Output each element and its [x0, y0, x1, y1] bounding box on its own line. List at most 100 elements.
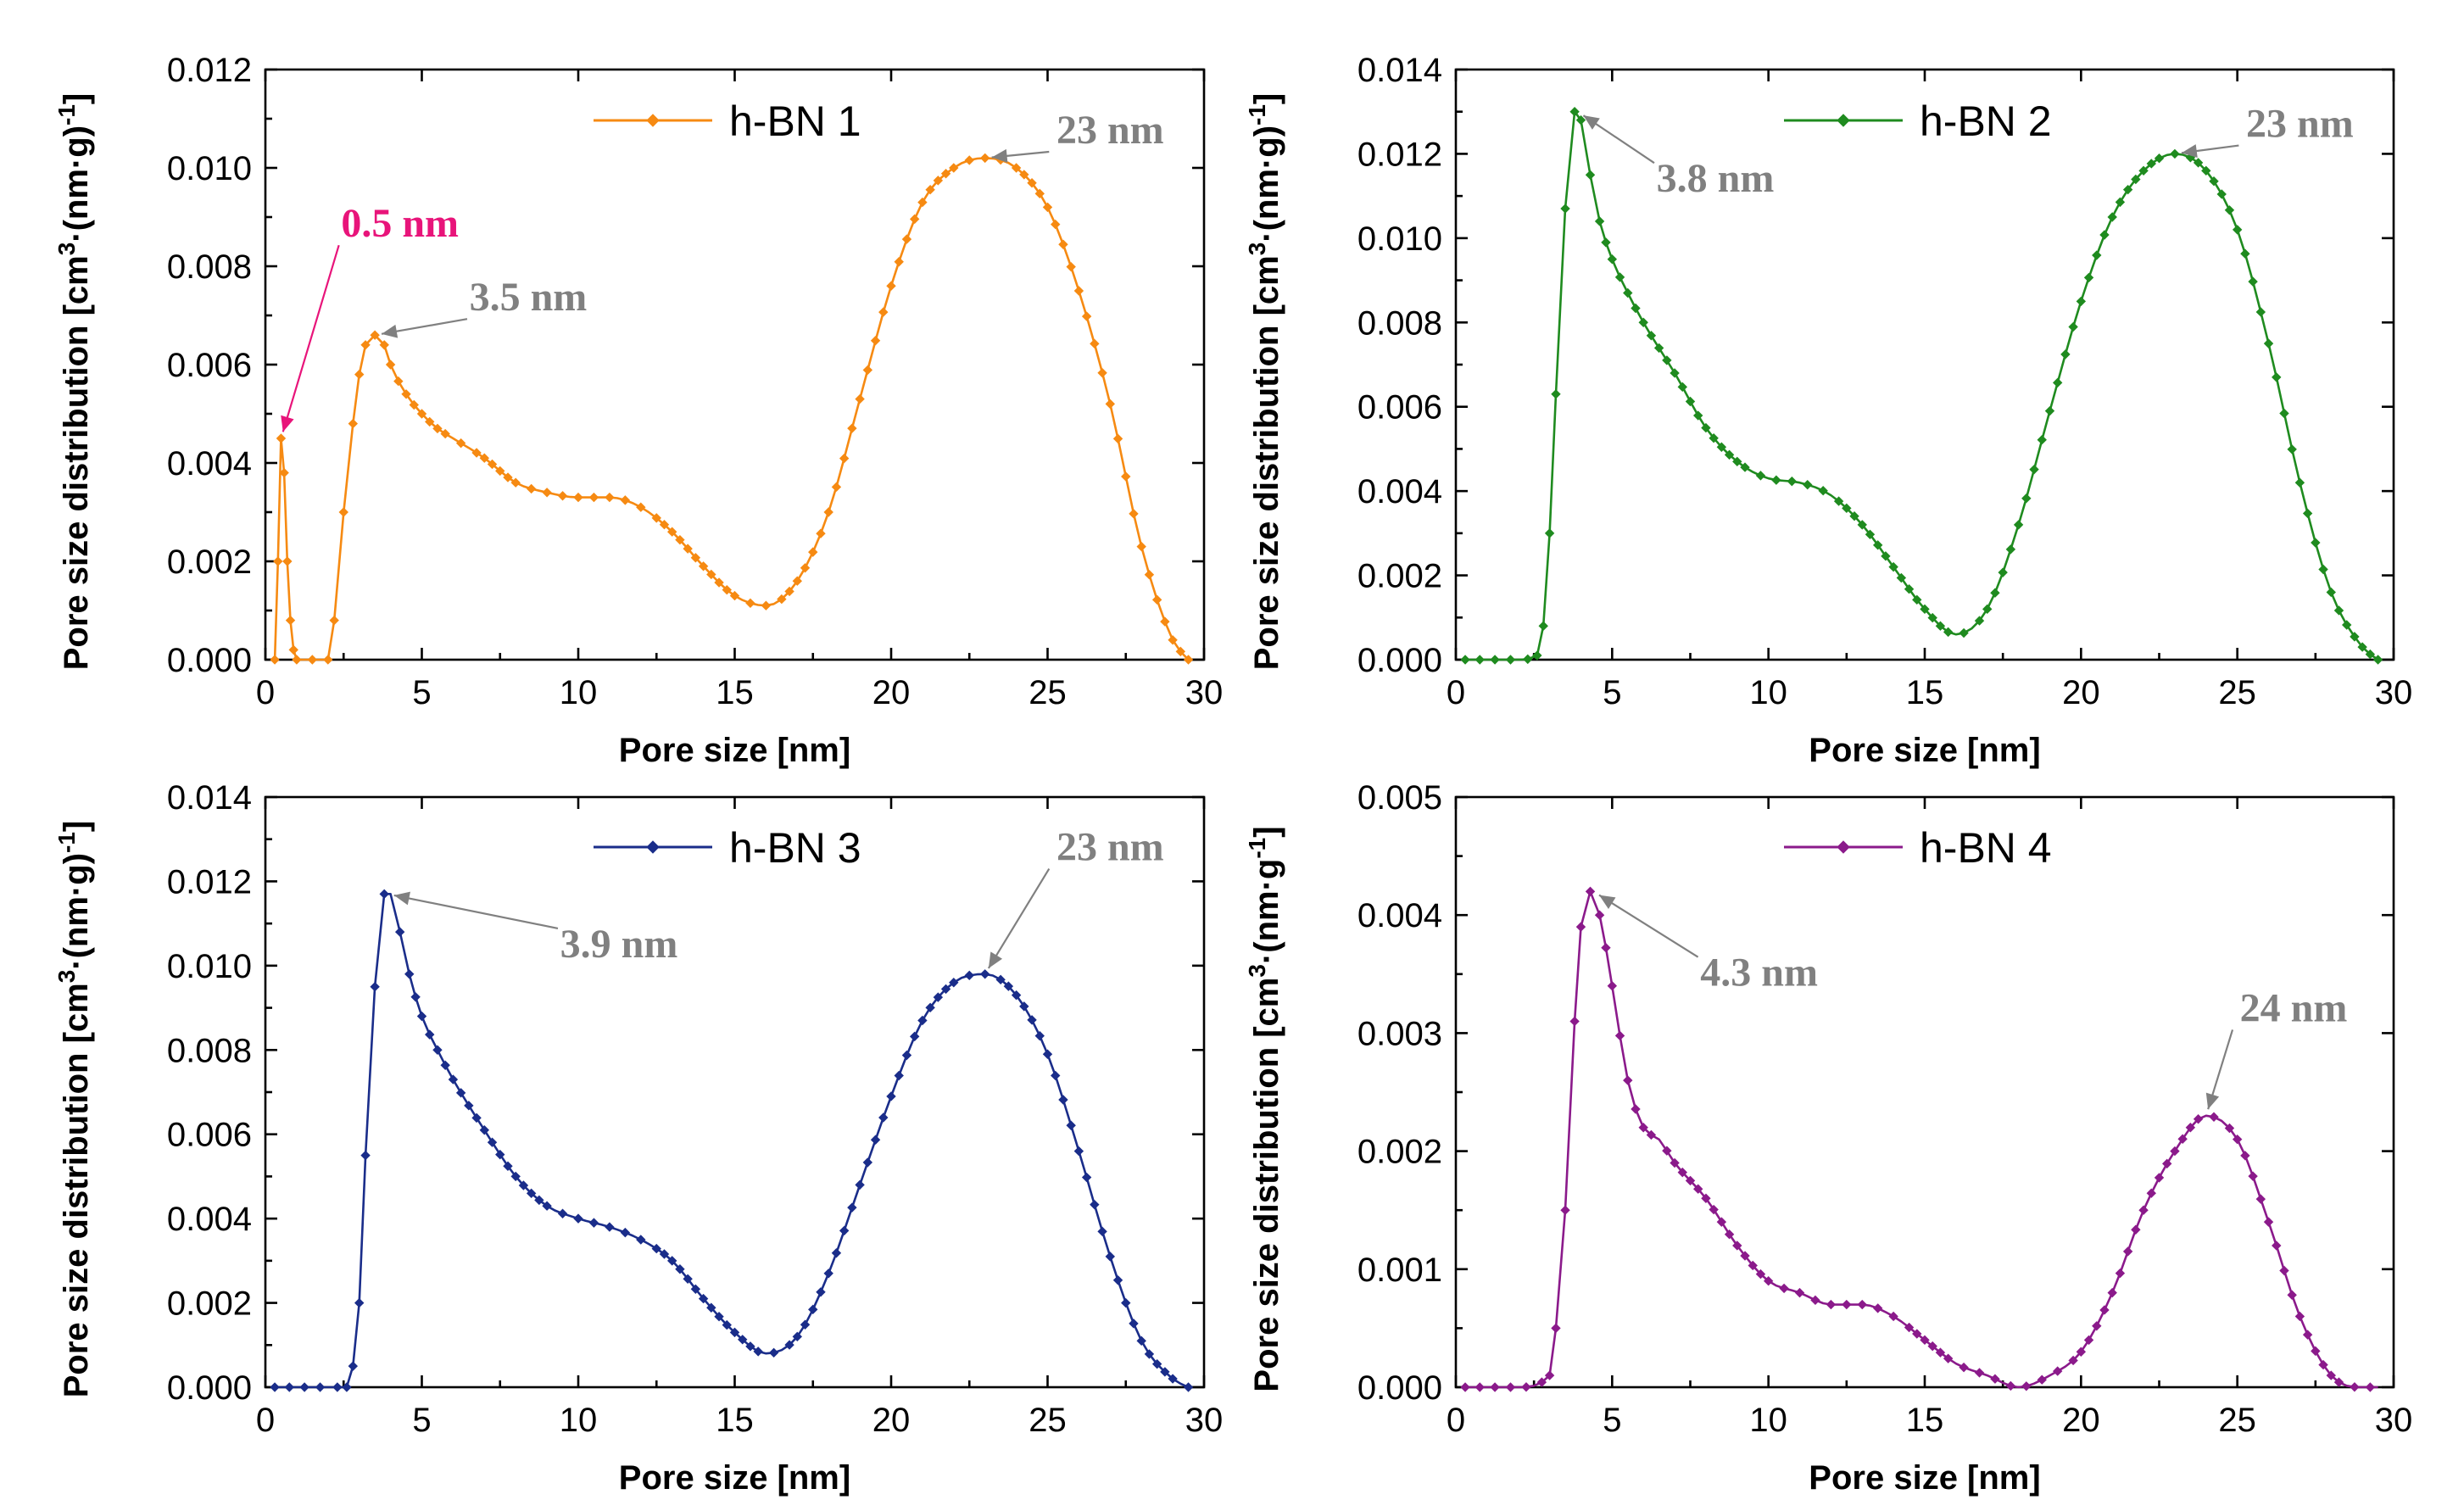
data-point — [2122, 184, 2133, 195]
annotation-label: 3.5 nm — [470, 275, 588, 320]
peak-annotation: 23 nm — [2181, 102, 2354, 158]
data-point — [1701, 1193, 1711, 1203]
data-point — [2294, 1311, 2305, 1322]
data-point — [1505, 1382, 1516, 1392]
series-markers — [270, 889, 1194, 1392]
data-point — [855, 393, 865, 404]
y-tick-label: 0.008 — [167, 1032, 252, 1069]
data-point — [534, 1195, 544, 1206]
data-point — [379, 889, 389, 900]
data-point — [2162, 1158, 2172, 1169]
peak-annotation: 4.3 nm — [1598, 894, 1818, 995]
data-point — [792, 1331, 803, 1342]
data-point — [1865, 529, 1876, 540]
data-point — [808, 1304, 818, 1315]
data-point — [1081, 1172, 1092, 1183]
data-point — [1011, 990, 1022, 1001]
data-point — [1003, 981, 1014, 991]
data-point — [2013, 520, 2024, 530]
data-point — [901, 234, 912, 244]
data-point — [2076, 1347, 2087, 1357]
y-tick-label: 0.000 — [1357, 642, 1442, 679]
data-point — [557, 491, 568, 501]
data-point — [1601, 237, 1611, 248]
data-point — [487, 459, 498, 470]
data-point — [1560, 1205, 1570, 1215]
data-point — [964, 970, 974, 981]
data-point — [495, 1149, 505, 1160]
annotation-arrow — [393, 894, 559, 929]
data-point — [651, 1243, 661, 1254]
data-point — [2107, 1287, 2117, 1298]
data-point — [1105, 1252, 1116, 1262]
x-tick-label: 15 — [716, 1402, 754, 1439]
data-point — [2115, 197, 2126, 208]
data-point — [2255, 307, 2266, 317]
data-point — [753, 1347, 763, 1357]
y-tick-label: 0.006 — [167, 347, 252, 384]
data-point — [542, 1201, 552, 1211]
y-tick-label: 0.005 — [1357, 779, 1442, 817]
data-point — [2318, 1359, 2328, 1370]
data-point — [2131, 1224, 2141, 1235]
peak-annotation: 23 nm — [987, 825, 1164, 969]
data-point — [2209, 1112, 2219, 1122]
data-point — [1631, 1104, 1641, 1114]
data-point — [979, 153, 990, 164]
data-point — [745, 598, 755, 609]
data-point — [1019, 1001, 1029, 1012]
data-point — [816, 528, 826, 538]
data-point — [1740, 1251, 1750, 1261]
data-point — [839, 453, 850, 464]
annotation-arrowhead — [2181, 144, 2198, 158]
data-point — [1129, 1319, 1139, 1329]
data-point — [1998, 567, 2008, 577]
data-point — [816, 1287, 826, 1297]
data-point — [878, 307, 889, 317]
data-point — [510, 1171, 521, 1182]
data-point — [714, 577, 724, 588]
data-point — [964, 155, 974, 165]
data-point — [1740, 462, 1750, 472]
data-point — [1943, 1353, 1954, 1363]
data-point — [2357, 642, 2367, 652]
y-tick-label: 0.002 — [1357, 1134, 1442, 1171]
data-point — [573, 492, 583, 503]
peak-annotation: 3.5 nm — [381, 275, 588, 338]
data-point — [949, 978, 959, 988]
chart-panel-4: 0 5 10 15 20 25 30 0.000 0.001 0.002 0.003 0.004 0.0… — [1244, 779, 2413, 1497]
data-point — [1888, 1311, 1898, 1322]
data-point — [706, 569, 716, 580]
annotation-arrow — [987, 867, 1051, 969]
data-point — [2232, 225, 2243, 235]
data-point — [1881, 551, 1891, 561]
data-point — [2068, 1355, 2078, 1366]
legend-marker — [1837, 840, 1850, 854]
series-line — [1465, 110, 2379, 661]
data-point — [1755, 1268, 1766, 1280]
y-tick-label: 0.002 — [1357, 558, 1442, 595]
y-axis-title: Pore size distribution [cm3·(nm·g)-1] — [1244, 93, 1286, 671]
peak-annotation: 23 nm — [991, 108, 1164, 163]
data-point — [1168, 1374, 1178, 1384]
data-point — [1670, 1157, 1680, 1168]
annotation-label: 3.8 nm — [1657, 156, 1775, 201]
annotation-arrowhead — [991, 148, 1008, 163]
data-point — [2232, 1134, 2243, 1145]
data-point — [332, 1382, 343, 1392]
legend: h-BN 3 — [594, 824, 861, 872]
x-axis-title: Pore size [nm] — [1809, 1459, 2040, 1497]
data-point — [323, 655, 333, 665]
data-point — [542, 488, 552, 498]
data-point — [1935, 1347, 1946, 1358]
data-point — [1460, 655, 1470, 665]
data-point — [1112, 433, 1123, 444]
x-tick-label: 25 — [1029, 1402, 1067, 1439]
data-point — [1183, 655, 1194, 665]
x-tick-label: 5 — [1603, 1402, 1621, 1439]
data-point — [839, 1225, 850, 1236]
data-point — [1818, 486, 1828, 496]
data-point — [2272, 372, 2282, 382]
data-point — [425, 416, 435, 427]
data-point — [2185, 1123, 2196, 1133]
